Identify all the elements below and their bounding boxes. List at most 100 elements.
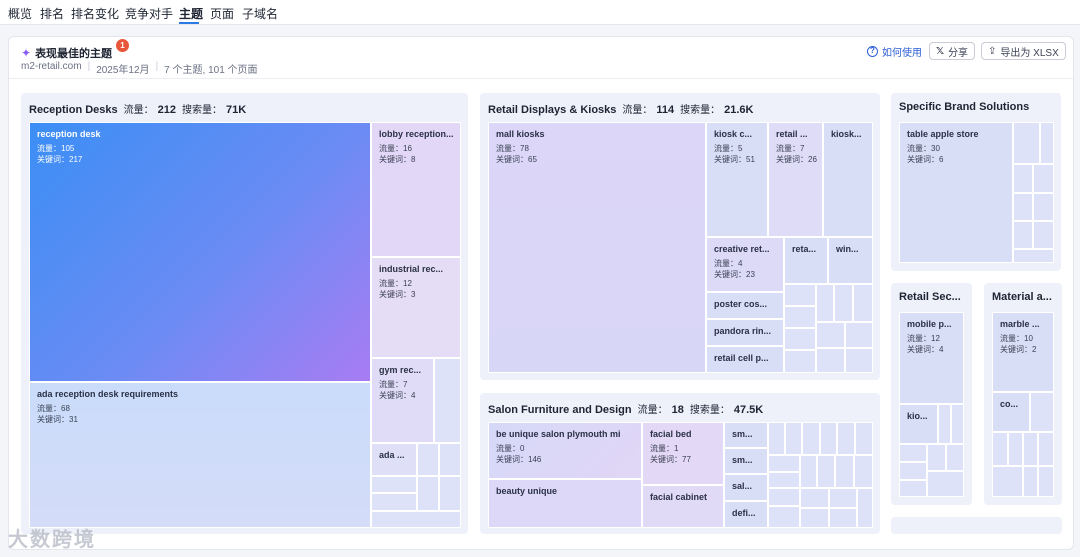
treemap-cell[interactable]: poster cos... [706, 292, 784, 319]
treemap-cell[interactable] [817, 455, 835, 488]
treemap-cell[interactable] [857, 488, 873, 528]
treemap-cell[interactable]: reception desk 流量：105 关键词：217 [29, 122, 371, 382]
treemap-cell[interactable]: kio... [899, 404, 938, 444]
treemap-cell[interactable] [439, 476, 461, 511]
treemap-cell[interactable]: be unique salon plymouth mi 流量：0 关键词：146 [488, 422, 642, 479]
treemap-cell[interactable] [951, 404, 964, 444]
topic-card-material[interactable]: Material a... marble ... 流量：10 关键词：2 co.… [984, 283, 1062, 505]
treemap-cell[interactable]: creative ret... 流量：4 关键词：23 [706, 237, 784, 292]
treemap-cell[interactable] [1013, 164, 1033, 193]
topic-card-reception-desks[interactable]: Reception Desks 流量： 212 搜索量： 71K reception d… [21, 93, 468, 534]
treemap-cell[interactable]: ada ... [371, 443, 417, 476]
treemap-cell[interactable] [768, 506, 800, 528]
treemap-cell[interactable] [1008, 432, 1023, 466]
treemap-cell[interactable]: sal... [724, 474, 768, 501]
treemap-cell[interactable]: gym rec... 流量：7 关键词：4 [371, 358, 434, 443]
help-link[interactable]: ? 如何使用 [861, 42, 928, 60]
treemap-cell[interactable]: mobile p... 流量：12 关键词：4 [899, 312, 964, 404]
treemap-cell[interactable]: industrial rec... 流量：12 关键词：3 [371, 257, 461, 358]
treemap-cell[interactable]: ada reception desk requirements 流量：68 关键… [29, 382, 371, 528]
treemap-cell[interactable] [946, 444, 964, 471]
treemap-cell[interactable] [927, 471, 964, 497]
tab-topics[interactable]: 主题 [179, 7, 204, 21]
topic-card-brand-solutions[interactable]: Specific Brand Solutions table apple sto… [891, 93, 1061, 271]
treemap-cell[interactable] [417, 476, 439, 511]
treemap-cell[interactable] [1038, 432, 1054, 466]
treemap-cell[interactable] [816, 348, 845, 373]
treemap-cell[interactable] [1040, 122, 1054, 164]
treemap-cell[interactable] [1013, 193, 1033, 221]
treemap-cell[interactable] [992, 432, 1008, 466]
treemap-cell[interactable] [1013, 221, 1033, 249]
treemap-cell[interactable] [417, 443, 439, 476]
treemap-cell[interactable] [784, 350, 816, 373]
treemap-cell[interactable] [853, 284, 873, 322]
treemap-cell[interactable] [800, 455, 817, 488]
treemap-cell[interactable]: co... [992, 392, 1030, 432]
treemap-cell[interactable]: retail ... 流量：7 关键词：26 [768, 122, 823, 237]
treemap-cell[interactable]: kiosk c... 流量：5 关键词：51 [706, 122, 768, 237]
treemap-cell[interactable] [992, 466, 1023, 497]
treemap-cell[interactable] [768, 455, 800, 472]
treemap-cell[interactable] [371, 511, 461, 528]
treemap-cell[interactable] [816, 284, 834, 322]
treemap-cell[interactable] [1013, 122, 1040, 164]
treemap-cell[interactable] [829, 488, 857, 508]
treemap-cell[interactable] [768, 488, 800, 506]
treemap-cell[interactable] [816, 322, 845, 348]
treemap-cell[interactable]: facial bed 流量：1 关键词：77 [642, 422, 724, 485]
treemap-cell[interactable] [1033, 221, 1054, 249]
treemap-cell[interactable] [768, 422, 785, 455]
treemap-cell[interactable]: pandora rin... [706, 319, 784, 346]
treemap-cell[interactable] [371, 493, 417, 511]
treemap-cell[interactable]: sm... [724, 422, 768, 448]
treemap-cell[interactable] [802, 422, 820, 455]
treemap-cell[interactable] [1033, 164, 1054, 193]
treemap-cell[interactable]: marble ... 流量：10 关键词：2 [992, 312, 1054, 392]
treemap-cell[interactable] [439, 443, 461, 476]
treemap-cell[interactable] [854, 455, 873, 488]
treemap-cell[interactable] [837, 422, 855, 455]
treemap-cell[interactable] [845, 322, 873, 348]
treemap-cell[interactable]: defi... [724, 501, 768, 528]
tab-overview[interactable]: 概览 [8, 7, 33, 21]
treemap-cell[interactable] [829, 508, 857, 528]
tab-pages[interactable]: 页面 [210, 7, 235, 21]
treemap-cell[interactable] [938, 404, 951, 444]
tab-subdomains[interactable]: 子域名 [242, 7, 279, 21]
treemap-cell[interactable] [800, 488, 829, 508]
treemap-cell[interactable]: win... [828, 237, 873, 284]
share-button[interactable]: 𝕏 分享 [929, 42, 976, 60]
treemap-cell[interactable]: kiosk... [823, 122, 873, 237]
treemap-cell[interactable] [1038, 466, 1054, 497]
treemap-cell[interactable]: sm... [724, 448, 768, 474]
treemap-cell[interactable] [835, 455, 854, 488]
tab-ranking-changes[interactable]: 排名变化 [71, 7, 120, 21]
treemap-cell[interactable]: beauty unique [488, 479, 642, 528]
treemap-cell[interactable] [1033, 193, 1054, 221]
topic-card-retail-displays[interactable]: Retail Displays & Kiosks 流量： 114 搜索量： 21.6K … [480, 93, 880, 380]
treemap-cell[interactable] [371, 476, 417, 493]
treemap-cell[interactable] [845, 348, 873, 373]
treemap-cell[interactable] [1030, 392, 1054, 432]
treemap-cell[interactable] [784, 284, 816, 306]
treemap-cell[interactable] [899, 480, 927, 497]
treemap-cell[interactable] [434, 358, 461, 443]
treemap-cell[interactable] [800, 508, 829, 528]
treemap-cell[interactable] [834, 284, 853, 322]
treemap-cell[interactable] [768, 472, 800, 488]
treemap-cell[interactable]: table apple store 流量：30 关键词：6 [899, 122, 1013, 263]
tab-competitors[interactable]: 竞争对手 [125, 7, 174, 21]
export-xlsx-button[interactable]: ⇪ 导出为 XLSX [981, 42, 1066, 60]
topic-card-salon-furniture[interactable]: Salon Furniture and Design 流量： 18 搜索量： 47.5K… [480, 393, 880, 534]
treemap-cell[interactable] [1023, 466, 1038, 497]
treemap-cell[interactable]: mall kiosks 流量：78 关键词：65 [488, 122, 706, 373]
treemap-cell[interactable]: retail cell p... [706, 346, 784, 373]
treemap-cell[interactable] [785, 422, 802, 455]
treemap-cell[interactable]: lobby reception... 流量：16 关键词：8 [371, 122, 461, 257]
tab-rankings[interactable]: 排名 [40, 7, 65, 21]
treemap-cell[interactable] [784, 306, 816, 328]
treemap-cell[interactable] [927, 444, 946, 471]
treemap-cell[interactable] [784, 328, 816, 350]
treemap-cell[interactable] [855, 422, 873, 455]
